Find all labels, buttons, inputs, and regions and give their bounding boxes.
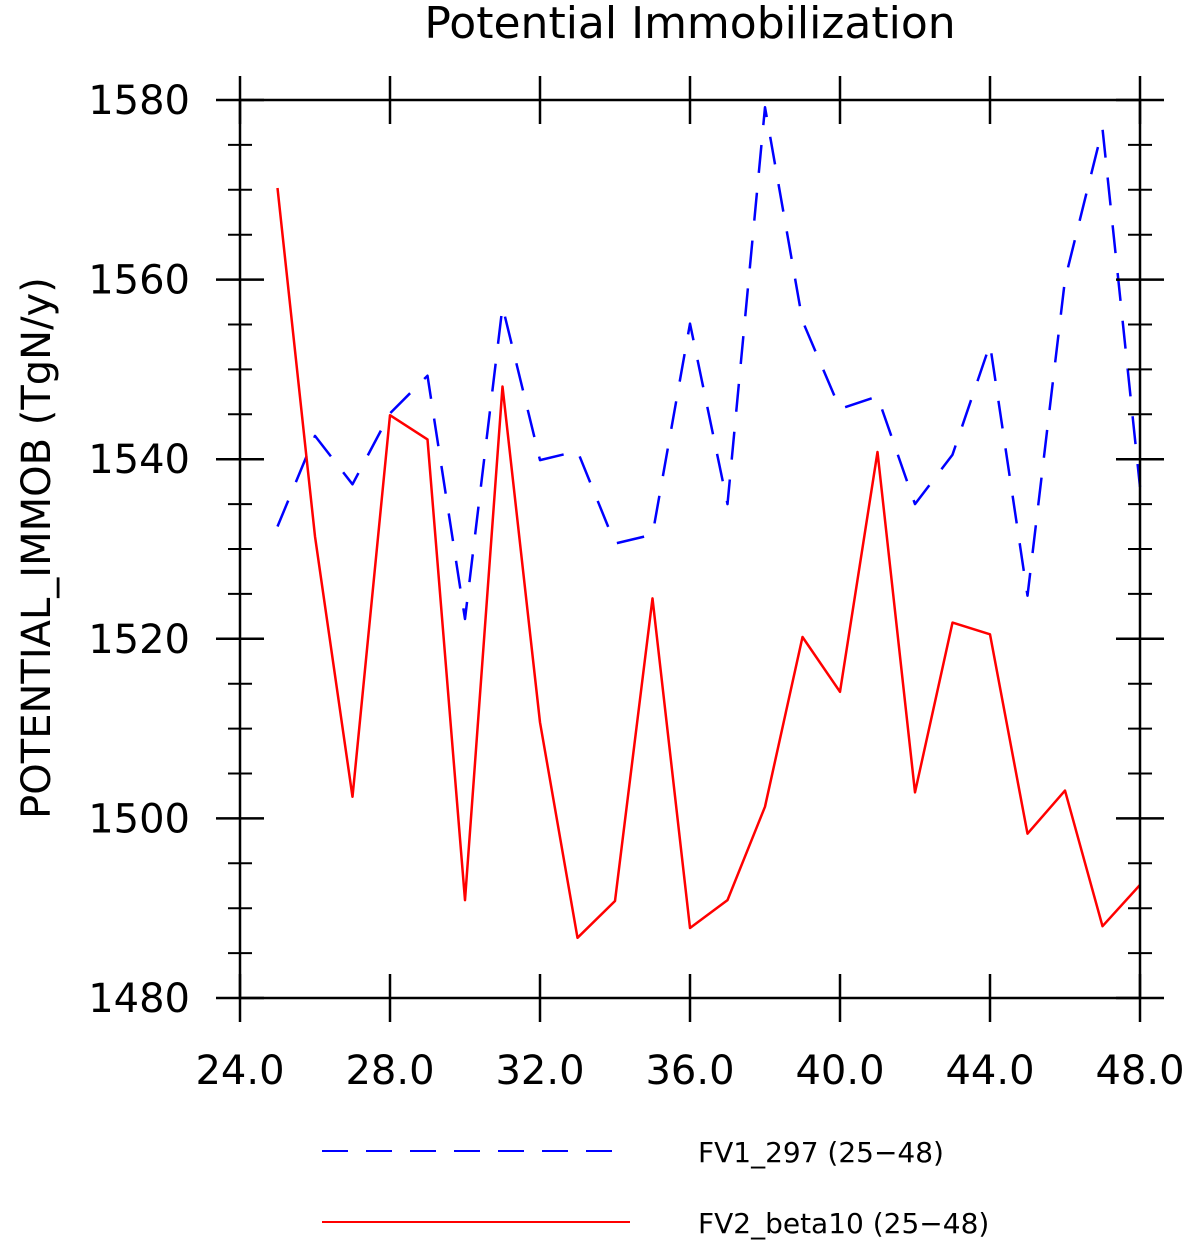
y-tick-label: 1580 bbox=[88, 78, 190, 124]
y-axis-label: POTENTIAL_IMMOB (TgN/y) bbox=[14, 277, 60, 819]
x-tick-label: 32.0 bbox=[495, 1048, 584, 1094]
x-ticks: 24.0 28.0 32.0 36.0 40.0 44.0 48.0 bbox=[195, 76, 1185, 1094]
y-ticks: 1480 1500 1520 1540 1560 1580 bbox=[88, 78, 1164, 1022]
x-tick-label: 36.0 bbox=[645, 1048, 734, 1094]
legend: FV1_297 (25−48) FV2_beta10 (25−48) bbox=[322, 1136, 989, 1240]
y-tick-label: 1560 bbox=[88, 258, 190, 304]
x-tick-label: 40.0 bbox=[795, 1048, 884, 1094]
y-tick-label: 1500 bbox=[88, 796, 190, 842]
plot-frame bbox=[238, 98, 1142, 1000]
x-tick-label: 48.0 bbox=[1095, 1048, 1184, 1094]
legend-label-fv1: FV1_297 (25−48) bbox=[698, 1136, 944, 1169]
y-tick-label: 1480 bbox=[88, 976, 190, 1022]
series-line-fv1-297 bbox=[276, 105, 1142, 621]
chart-title: Potential Immobilization bbox=[424, 0, 955, 49]
series-line-fv2-beta10 bbox=[276, 187, 1141, 940]
y-tick-label: 1540 bbox=[88, 437, 190, 483]
x-tick-label: 24.0 bbox=[195, 1048, 284, 1094]
legend-label-fv2: FV2_beta10 (25−48) bbox=[698, 1207, 989, 1240]
y-tick-label: 1520 bbox=[88, 617, 190, 663]
x-tick-label: 28.0 bbox=[345, 1048, 434, 1094]
series-layer bbox=[276, 105, 1142, 940]
x-tick-label: 44.0 bbox=[945, 1048, 1034, 1094]
